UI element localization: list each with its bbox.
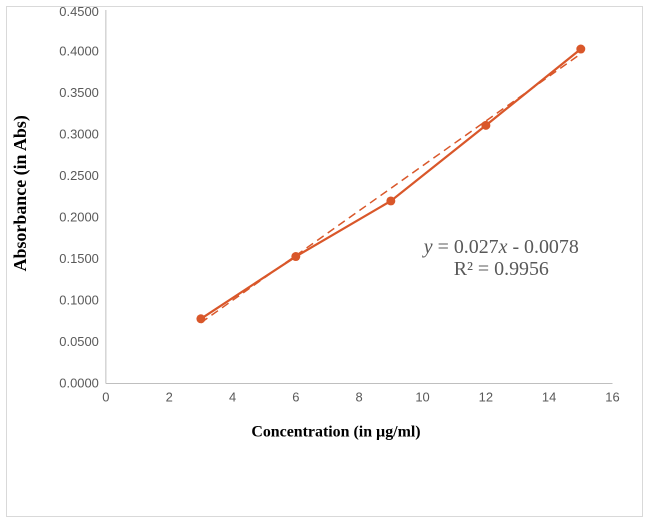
svg-text:R² = 0.9956: R² = 0.9956 [454, 258, 549, 280]
svg-text:0.2000: 0.2000 [59, 209, 99, 224]
svg-text:y = 0.027x - 0.0078: y = 0.027x - 0.0078 [422, 236, 579, 258]
svg-text:16: 16 [605, 389, 619, 404]
svg-text:0.0000: 0.0000 [59, 376, 99, 391]
svg-text:8: 8 [356, 389, 363, 404]
svg-text:0.2500: 0.2500 [59, 168, 99, 183]
svg-text:0.4500: 0.4500 [59, 7, 99, 19]
svg-text:12: 12 [479, 389, 493, 404]
svg-text:0.0500: 0.0500 [59, 334, 99, 349]
svg-text:4: 4 [229, 389, 236, 404]
svg-text:0.1000: 0.1000 [59, 293, 99, 308]
svg-text:10: 10 [415, 389, 429, 404]
svg-text:0.4000: 0.4000 [59, 44, 99, 59]
svg-text:Concentration (in µg/ml): Concentration (in µg/ml) [251, 423, 420, 440]
svg-text:14: 14 [542, 389, 556, 404]
svg-text:2: 2 [166, 389, 173, 404]
svg-text:0.3500: 0.3500 [59, 85, 99, 100]
svg-text:0: 0 [102, 389, 109, 404]
svg-text:0.3000: 0.3000 [59, 126, 99, 141]
svg-text:0.1500: 0.1500 [59, 251, 99, 266]
svg-text:Absorbance (in Abs): Absorbance (in Abs) [10, 115, 31, 271]
svg-text:6: 6 [292, 389, 299, 404]
